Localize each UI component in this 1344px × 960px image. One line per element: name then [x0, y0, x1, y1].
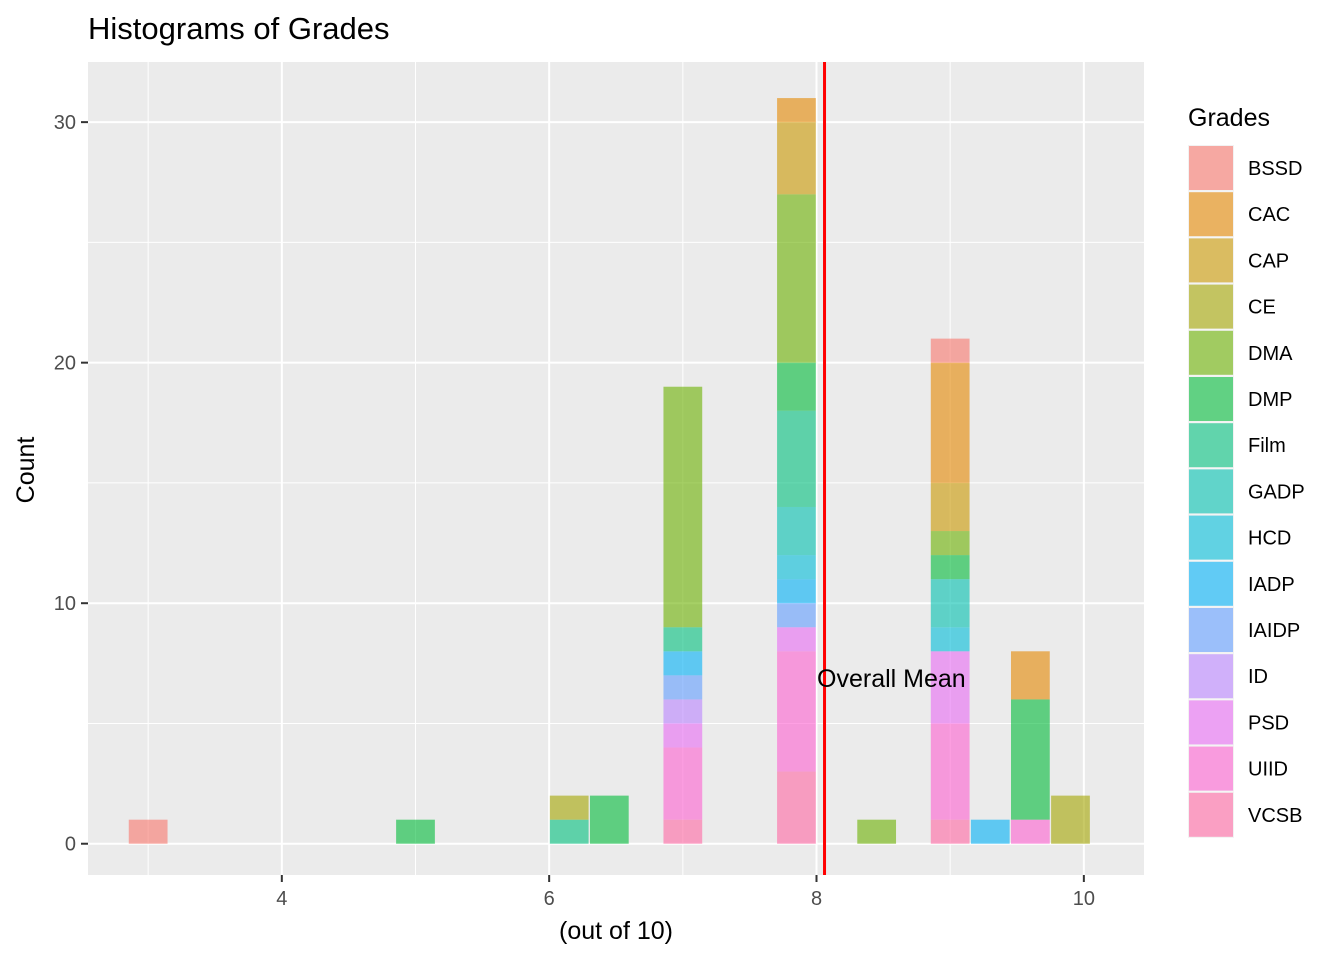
legend-swatch-hcd — [1189, 515, 1233, 560]
bar-segment-dma — [663, 386, 703, 628]
x-tick-label: 8 — [811, 888, 822, 910]
legend-swatch-film — [1189, 423, 1233, 468]
bar-segment-iaidp — [777, 603, 816, 628]
bar-segment-dma — [930, 531, 970, 556]
bar-segment-vcsb — [777, 771, 816, 844]
bar-segment-vcsb — [663, 819, 703, 844]
x-tick-label: 6 — [544, 888, 555, 910]
bar-segment-film — [777, 410, 816, 507]
bar-segment-bssd — [930, 338, 970, 363]
legend-swatch-psd — [1189, 700, 1233, 745]
y-tick-label: 30 — [54, 112, 76, 134]
legend-swatch-cac — [1189, 192, 1233, 237]
legend-swatch-iaidp — [1189, 608, 1233, 652]
y-axis-title: Count — [12, 437, 40, 504]
bar-segment-cap — [777, 122, 816, 195]
bar-segment-id — [663, 699, 703, 724]
bar-segment-cac — [1010, 651, 1050, 700]
y-axis: 0 10 20 30 — [54, 112, 88, 856]
bar-segment-dmp — [930, 555, 970, 580]
bar-segment-bssd — [128, 819, 168, 844]
bar-segment-iadp — [663, 651, 703, 676]
legend-label-iaidp: IAIDP — [1248, 620, 1300, 642]
bar-segment-vcsb — [930, 819, 970, 844]
histogram-bars — [128, 98, 1090, 844]
legend-label-ce: CE — [1248, 297, 1276, 319]
legend-label-id: ID — [1248, 666, 1268, 688]
legend-label-dma: DMA — [1248, 343, 1293, 365]
legend-swatch-uiid — [1189, 746, 1233, 791]
bar-segment-psd — [663, 723, 703, 748]
mean-label: Overall Mean — [817, 665, 966, 693]
legend-label-hcd: HCD — [1248, 528, 1291, 550]
legend-swatch-dmp — [1189, 377, 1233, 421]
bar-segment-dma — [777, 194, 816, 363]
x-tick-label: 4 — [276, 888, 287, 910]
chart-title: Histograms of Grades — [88, 11, 390, 46]
y-tick-label: 20 — [54, 353, 76, 375]
legend-label-gadp: GADP — [1248, 481, 1305, 503]
bar-segment-psd — [777, 627, 816, 652]
bar-segment-cac — [930, 362, 970, 483]
x-tick-label: 10 — [1073, 888, 1095, 910]
legend-swatch-gadp — [1189, 469, 1233, 514]
bar-segment-dmp — [589, 795, 629, 844]
bar-segment-psd — [930, 651, 970, 724]
y-tick-label: 0 — [65, 834, 76, 856]
legend-label-uiid: UIID — [1248, 759, 1288, 781]
legend-label-dmp: DMP — [1248, 389, 1292, 411]
legend-swatch-cap — [1189, 238, 1233, 283]
bar-segment-cac — [777, 98, 816, 123]
bar-segment-iadp — [970, 819, 1010, 844]
bar-segment-film — [663, 627, 703, 652]
bar-segment-uiid — [1010, 819, 1050, 844]
x-axis-title: (out of 10) — [559, 917, 673, 945]
legend-swatch-iadp — [1189, 561, 1233, 606]
bar-segment-iadp — [777, 579, 816, 604]
legend-label-bssd: BSSD — [1248, 158, 1302, 180]
bar-segment-dmp — [777, 362, 816, 411]
plot-panel — [88, 62, 1144, 875]
legend-swatch-dma — [1189, 330, 1233, 375]
bar-segment-dmp — [396, 819, 435, 844]
mean-line-layer: Overall Mean — [817, 62, 966, 875]
legend-swatch-ce — [1189, 284, 1233, 329]
legend-label-film: Film — [1248, 435, 1286, 457]
bar-segment-iaidp — [663, 675, 703, 700]
bar-segment-uiid — [930, 723, 970, 820]
legend-title: Grades — [1188, 104, 1270, 132]
bar-segment-film — [549, 819, 589, 844]
bar-segment-gadp — [930, 579, 970, 628]
legend-swatch-bssd — [1189, 146, 1233, 190]
legend-label-cap: CAP — [1248, 250, 1289, 272]
bar-segment-dma — [857, 819, 897, 844]
legend: BSSD CAC CAP CE DMA DMP Film GADP HCD IADP IAIDP ID… — [1188, 145, 1305, 838]
legend-label-cac: CAC — [1248, 204, 1290, 226]
bar-segment-gadp — [777, 506, 816, 556]
legend-label-psd: PSD — [1248, 712, 1289, 734]
bar-segment-ce — [1051, 795, 1090, 844]
bar-segment-dmp — [1010, 699, 1050, 820]
bar-segment-hcd — [777, 555, 816, 580]
bar-segment-hcd — [930, 627, 970, 652]
bar-segment-uiid — [663, 747, 703, 820]
legend-swatch-id — [1189, 654, 1233, 699]
bar-segment-uiid — [777, 651, 816, 772]
x-axis: 4 6 8 10 — [276, 875, 1095, 910]
legend-label-vcsb: VCSB — [1248, 805, 1302, 827]
legend-swatch-vcsb — [1189, 792, 1233, 837]
bar-segment-cap — [930, 482, 970, 532]
bar-segment-ce — [549, 795, 589, 820]
y-tick-label: 10 — [54, 593, 76, 615]
legend-label-iadp: IADP — [1248, 574, 1295, 596]
